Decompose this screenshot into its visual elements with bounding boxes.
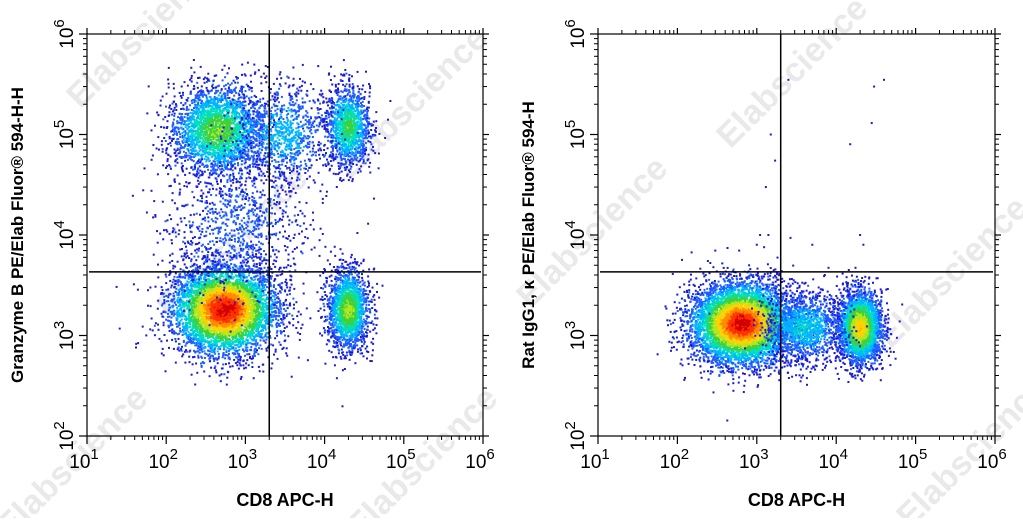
event-dot — [873, 86, 875, 88]
x-tick-label: 104 — [307, 446, 336, 473]
event-dot — [774, 160, 776, 162]
y-tick-label: 106 — [562, 19, 589, 48]
event-dot — [859, 234, 861, 236]
event-dot — [767, 234, 769, 236]
watermark-text: Elabscience — [709, 0, 875, 155]
x-tick-label: 106 — [465, 446, 494, 473]
x-axis-title: CD8 APC-H — [236, 490, 333, 510]
x-tick-label: 102 — [148, 446, 177, 473]
x-axis-title: CD8 APC-H — [748, 490, 845, 510]
event-dots — [116, 59, 392, 407]
event-dot — [811, 244, 813, 246]
event-dot — [738, 250, 740, 252]
y-tick-label: 102 — [562, 421, 589, 450]
event-dots — [657, 79, 904, 422]
population-2 — [316, 223, 383, 408]
y-tick-label: 105 — [51, 120, 78, 149]
event-dot — [759, 234, 761, 236]
y-axis-title: Granzyme B PE/Elab Fluor® 594-H-H — [8, 87, 27, 383]
event-dot — [849, 143, 851, 145]
x-tick-label: 102 — [660, 446, 689, 473]
event-dot — [862, 244, 864, 246]
watermark-text: Elabscience — [889, 369, 1023, 518]
event-dot — [770, 134, 772, 136]
event-dot — [714, 250, 716, 252]
y-tick-label: 105 — [562, 120, 589, 149]
y-tick-label: 103 — [562, 321, 589, 350]
y-tick-label: 106 — [51, 19, 78, 48]
x-tick-label: 103 — [739, 446, 768, 473]
event-dot — [871, 122, 873, 124]
y-tick-label: 103 — [51, 321, 78, 350]
x-tick-label: 104 — [818, 446, 847, 473]
event-dot — [756, 244, 758, 246]
y-axis-title: Rat IgG1, κ PE/Elab Fluor® 594-H — [519, 101, 538, 369]
y-tick-label: 104 — [51, 220, 78, 249]
event-dot — [765, 186, 767, 188]
x-tick-label: 103 — [228, 446, 257, 473]
event-dot — [883, 79, 885, 81]
watermark-text: Elabscience — [339, 379, 505, 518]
y-tick-label: 102 — [51, 421, 78, 450]
x-tick-label: 105 — [898, 446, 927, 473]
event-dot — [787, 79, 789, 81]
